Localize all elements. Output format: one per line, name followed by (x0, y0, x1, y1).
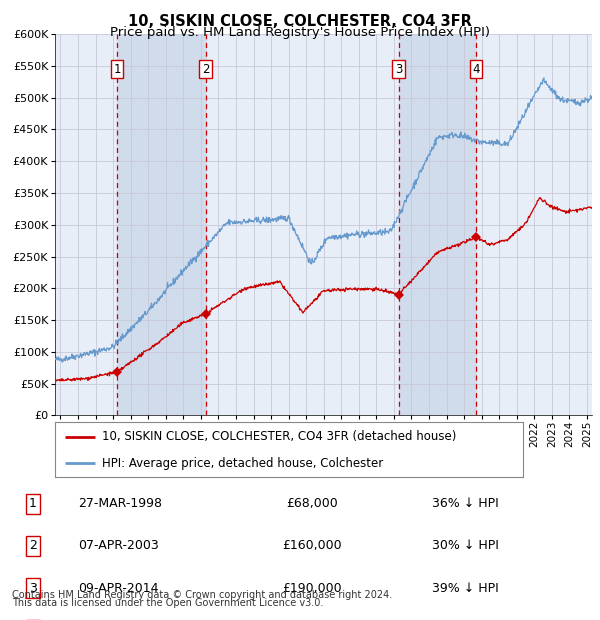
Bar (398, 34, 476, 415)
Text: 09-APR-2014: 09-APR-2014 (78, 582, 158, 595)
Text: 4: 4 (472, 63, 479, 76)
Text: 2: 2 (202, 63, 209, 76)
Text: 39% ↓ HPI: 39% ↓ HPI (432, 582, 499, 595)
Text: 1: 1 (113, 63, 121, 76)
Text: 30% ↓ HPI: 30% ↓ HPI (432, 539, 499, 552)
Text: 36% ↓ HPI: 36% ↓ HPI (432, 497, 499, 510)
Text: 27-MAR-1998: 27-MAR-1998 (78, 497, 162, 510)
Text: 07-APR-2003: 07-APR-2003 (78, 539, 159, 552)
Text: £190,000: £190,000 (282, 582, 342, 595)
Bar (117, 34, 206, 415)
Text: 3: 3 (29, 582, 37, 595)
Text: 10, SISKIN CLOSE, COLCHESTER, CO4 3FR: 10, SISKIN CLOSE, COLCHESTER, CO4 3FR (128, 14, 472, 29)
Text: 1: 1 (29, 497, 37, 510)
Text: This data is licensed under the Open Government Licence v3.0.: This data is licensed under the Open Gov… (12, 598, 323, 608)
Text: £160,000: £160,000 (282, 539, 342, 552)
Text: Price paid vs. HM Land Registry's House Price Index (HPI): Price paid vs. HM Land Registry's House … (110, 26, 490, 39)
Text: 2: 2 (29, 539, 37, 552)
Text: £68,000: £68,000 (286, 497, 338, 510)
Text: 3: 3 (395, 63, 403, 76)
Text: 10, SISKIN CLOSE, COLCHESTER, CO4 3FR (detached house): 10, SISKIN CLOSE, COLCHESTER, CO4 3FR (d… (102, 430, 457, 443)
Text: HPI: Average price, detached house, Colchester: HPI: Average price, detached house, Colc… (102, 457, 383, 470)
Text: Contains HM Land Registry data © Crown copyright and database right 2024.: Contains HM Land Registry data © Crown c… (12, 590, 392, 600)
